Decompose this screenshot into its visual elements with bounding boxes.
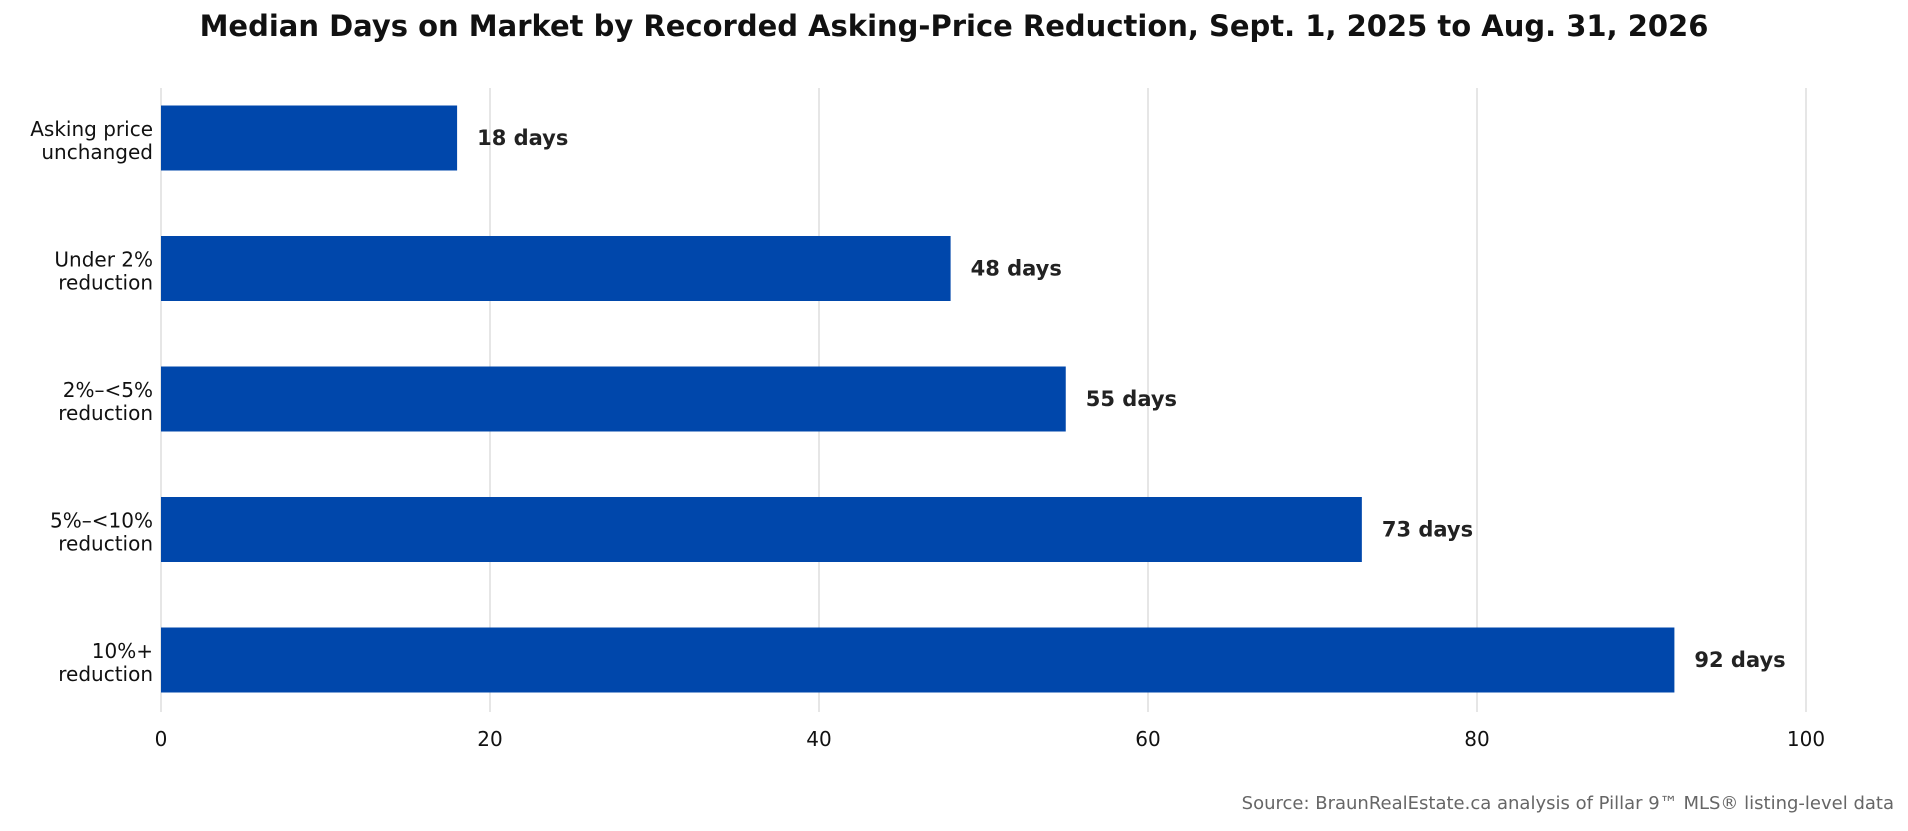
x-tick-label-1: 20: [477, 727, 502, 751]
category-label-3: 5%–<10% reduction: [50, 509, 153, 556]
source-note: Source: BraunRealEstate.ca analysis of P…: [1242, 793, 1894, 814]
category-label-2: 2%–<5% reduction: [58, 378, 153, 425]
bar-2: [161, 366, 1066, 432]
chart-title: Median Days on Market by Recorded Asking…: [200, 9, 1709, 43]
data-label-3: 73 days: [1382, 518, 1473, 542]
bar-3: [161, 497, 1362, 562]
bar-0: [161, 105, 458, 171]
bars: [161, 105, 1675, 693]
data-label-2: 55 days: [1086, 387, 1177, 411]
x-tick-label-2: 40: [806, 727, 831, 751]
x-tick-label-0: 0: [155, 727, 168, 751]
data-label-1: 48 days: [971, 257, 1062, 281]
x-axis-ticks: 0 20 40 60 80 100: [155, 727, 1825, 751]
x-tick-label-5: 100: [1787, 727, 1825, 751]
category-label-0: Asking price unchanged: [30, 117, 153, 164]
category-label-1: Under 2% reduction: [54, 248, 153, 295]
bar-1: [161, 236, 951, 301]
bar-4: [161, 627, 1675, 693]
x-tick-label-4: 80: [1464, 727, 1489, 751]
x-tick-label-3: 60: [1135, 727, 1160, 751]
category-labels: Asking price unchanged Under 2% reduction 2%…: [30, 117, 153, 686]
data-label-0: 18 days: [477, 126, 568, 150]
data-label-4: 92 days: [1694, 648, 1785, 672]
category-label-4: 10%+ reduction: [58, 639, 153, 686]
data-labels: 18 days 48 days 55 days 73 days 92 days: [477, 126, 1786, 672]
